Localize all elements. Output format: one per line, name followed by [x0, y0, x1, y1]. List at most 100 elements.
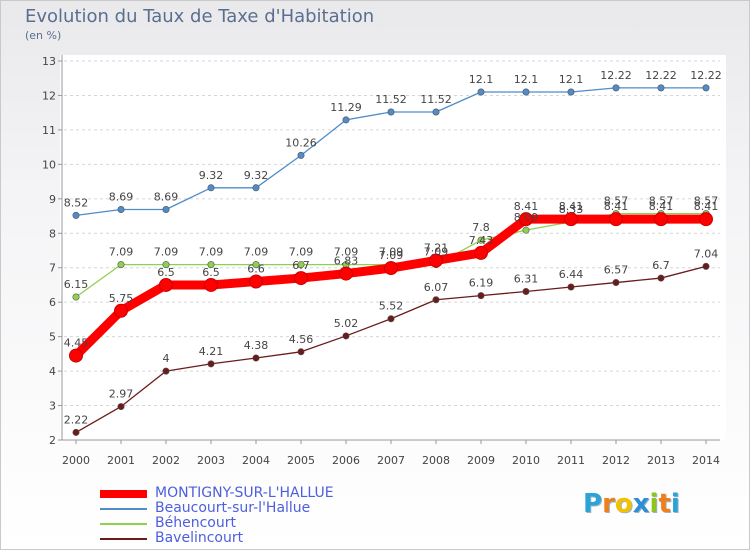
data-label: 12.22: [645, 69, 677, 82]
logo-letter: P: [583, 489, 603, 519]
data-point: [477, 88, 485, 96]
data-point: [387, 108, 395, 116]
data-label: 8.41: [514, 200, 539, 213]
data-label: 9.32: [244, 169, 269, 182]
data-label: 8.52: [64, 196, 89, 209]
x-tick-label: 2008: [422, 454, 450, 467]
data-point: [117, 205, 125, 213]
y-tick-label: 2: [49, 434, 56, 447]
x-tick-label: 2011: [557, 454, 585, 467]
data-label: 8.69: [109, 190, 134, 203]
logo-letter: t: [658, 489, 671, 519]
logo-letter: i: [670, 489, 680, 519]
x-tick-label: 2010: [512, 454, 540, 467]
data-point: [207, 261, 215, 269]
data-point: [297, 151, 305, 159]
data-point: [609, 212, 623, 227]
data-point: [522, 226, 530, 234]
data-point: [567, 88, 575, 96]
data-label: 7.04: [694, 247, 719, 260]
data-label: 7.09: [424, 246, 449, 259]
data-label: 7.09: [379, 249, 404, 262]
data-point: [657, 274, 665, 282]
data-label: 7.09: [244, 246, 269, 259]
data-point: [564, 212, 578, 227]
data-point: [654, 212, 668, 227]
data-point: [69, 348, 83, 363]
data-label: 8.57: [649, 195, 674, 208]
data-label: 7.09: [334, 246, 359, 259]
x-tick-label: 2009: [467, 454, 495, 467]
data-label: 8.69: [154, 190, 179, 203]
data-label: 8.09: [514, 211, 539, 224]
legend-swatch: [100, 507, 147, 510]
chart-unit: (en %): [25, 29, 62, 42]
data-label: 4.38: [244, 339, 269, 352]
y-tick-label: 5: [49, 331, 56, 344]
x-tick-label: 2005: [287, 454, 315, 467]
data-label: 7.09: [379, 246, 404, 259]
data-point: [657, 84, 665, 92]
data-label: 5.52: [379, 300, 404, 313]
legend-swatch: [100, 537, 147, 540]
chart-title: Evolution du Taux de Taxe d'Habitation: [25, 6, 375, 27]
x-tick-label: 2001: [107, 454, 135, 467]
data-point: [339, 266, 353, 281]
data-label: 4: [163, 352, 170, 365]
x-tick-label: 2000: [62, 454, 90, 467]
legend-item: MONTIGNY-SUR-L'HALLUE: [100, 486, 334, 501]
data-label: 4.21: [199, 345, 224, 358]
data-label: 6.6: [247, 263, 265, 276]
data-point: [567, 283, 575, 291]
data-point: [162, 261, 170, 269]
data-label: 8.57: [694, 195, 719, 208]
data-label: 6.15: [64, 278, 89, 291]
data-point: [294, 271, 308, 286]
y-tick-label: 9: [49, 193, 56, 206]
data-point: [162, 205, 170, 213]
y-tick-label: 3: [49, 400, 56, 413]
line-chart: 2 3 4 5 6 7 8 9 10 11 12 13 2000 2001 2002 2003 2004 2005…: [42, 55, 726, 467]
data-point: [612, 84, 620, 92]
data-label: 7.09: [109, 246, 134, 259]
data-point: [432, 108, 440, 116]
data-point: [252, 261, 260, 269]
data-label: 6.57: [604, 264, 629, 277]
data-point: [72, 211, 80, 219]
y-tick-label: 8: [49, 227, 56, 240]
data-label: 6.83: [334, 255, 359, 268]
data-label: 11.52: [375, 93, 407, 106]
legend-label: Béhencourt: [155, 515, 236, 531]
y-tick-label: 13: [42, 55, 56, 68]
data-point: [159, 277, 173, 292]
plot-area: [60, 55, 726, 440]
data-point: [519, 212, 533, 227]
data-point: [297, 348, 305, 356]
data-point: [252, 184, 260, 192]
legend-label: Bavelincourt: [155, 530, 244, 546]
data-label: 8.41: [559, 200, 584, 213]
legend-item: Bavelincourt: [100, 531, 334, 546]
legend-item: Beaucourt-sur-l'Hallue: [100, 501, 334, 516]
data-point: [297, 261, 305, 269]
data-point: [702, 262, 710, 270]
x-tick-label: 2012: [602, 454, 630, 467]
data-point: [117, 261, 125, 269]
legend-swatch: [100, 522, 147, 525]
data-label: 2.22: [64, 413, 89, 426]
data-label: 12.22: [600, 69, 632, 82]
logo-letter: r: [602, 489, 615, 519]
data-label: 6.5: [157, 266, 175, 279]
data-point: [342, 332, 350, 340]
data-label: 7.09: [199, 246, 224, 259]
y-tick-label: 11: [42, 124, 56, 137]
logo-letter: o: [614, 489, 633, 519]
proxiti-logo: Proxiti: [583, 489, 680, 519]
y-tick-label: 6: [49, 296, 56, 309]
data-point: [699, 212, 713, 227]
logo-letter: x: [632, 489, 650, 519]
data-label: 11.52: [420, 93, 452, 106]
data-label: 6.07: [424, 281, 449, 294]
data-point: [249, 274, 263, 289]
data-point: [117, 403, 125, 411]
